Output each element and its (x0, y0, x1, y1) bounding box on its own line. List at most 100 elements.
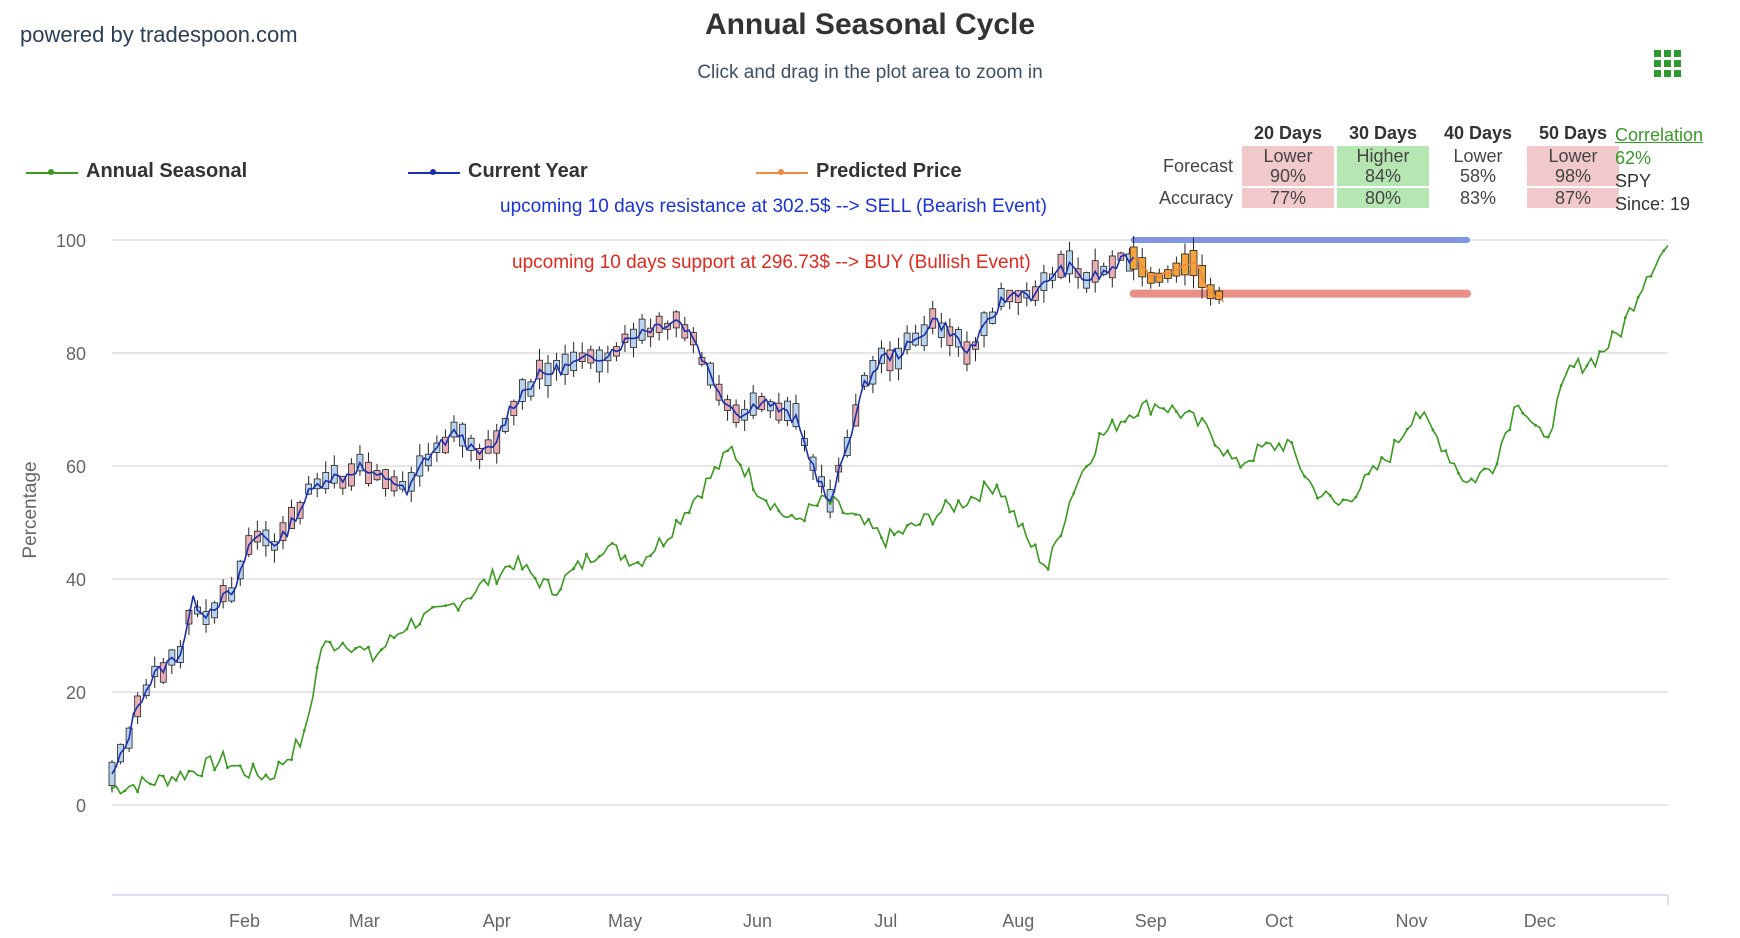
series-point (1418, 416, 1422, 420)
series-point (738, 463, 742, 467)
series-point (841, 511, 845, 515)
series-point (328, 640, 332, 644)
series-point (1021, 522, 1024, 526)
series-point (1482, 467, 1486, 471)
series-point (1649, 274, 1653, 278)
chart-subtitle: Click and drag in the plot area to zoom … (697, 62, 1043, 83)
series-line (1133, 257, 1225, 303)
series-point (1175, 410, 1178, 413)
series-point (726, 449, 729, 453)
menu-grid-icon[interactable] (1654, 50, 1681, 77)
series-point (110, 786, 114, 790)
forecast-cell: Lower 90% (1242, 146, 1335, 186)
series-point (520, 567, 524, 571)
series-point (200, 774, 204, 778)
y-tick-label: 60 (66, 457, 86, 477)
series-point (290, 758, 293, 762)
series-point (1341, 498, 1345, 502)
series-line (111, 253, 1135, 775)
series-point (1046, 567, 1050, 571)
series-point (1277, 442, 1281, 446)
series-point (1572, 365, 1576, 369)
series-point (444, 604, 447, 608)
series-point (572, 567, 576, 570)
series-point (1508, 428, 1512, 432)
series-point (149, 782, 152, 786)
forecast-direction: Lower (1453, 146, 1503, 166)
series-point (880, 536, 883, 540)
series-point (1546, 435, 1550, 439)
series-point (751, 488, 755, 491)
series-point (1213, 443, 1217, 447)
series-point (764, 499, 768, 503)
series-point (187, 769, 191, 773)
accuracy-label: Accuracy (1159, 188, 1234, 208)
series-point (931, 522, 935, 526)
x-tick-label: Jul (874, 911, 897, 931)
series-point (905, 524, 909, 527)
series-point (700, 496, 704, 499)
series-point (1611, 330, 1614, 334)
col-header-20: 20 Days (1254, 122, 1323, 143)
series-point (1059, 534, 1063, 538)
correlation-symbol: SPY (1615, 171, 1652, 191)
series-point (1495, 462, 1499, 466)
series-point (1303, 475, 1307, 478)
series-point (495, 582, 499, 585)
series-point (1033, 543, 1037, 547)
series-point (315, 666, 319, 669)
gridlines (112, 239, 1668, 806)
series-point (392, 636, 396, 640)
x-tick-label: Sep (1135, 911, 1167, 931)
table-corner (1155, 122, 1239, 144)
series-point (969, 495, 973, 499)
series-point (405, 627, 409, 631)
series-point (1072, 491, 1076, 495)
series-point (418, 622, 422, 626)
series-point (1367, 472, 1371, 476)
series-point (174, 779, 178, 782)
correlation-since: Since: 19 (1615, 194, 1691, 214)
y-axis-label: Percentage (20, 461, 41, 558)
series-point (1623, 316, 1627, 320)
legend-label: Current Year (468, 160, 588, 182)
powered-by-link[interactable]: powered by tradespoon.com (20, 22, 298, 47)
col-header-50: 50 Days (1539, 122, 1608, 143)
series-point (1239, 465, 1242, 469)
series-point (662, 544, 665, 548)
series-point (982, 480, 986, 484)
series-line (111, 245, 1669, 795)
col-header-40: 40 Days (1444, 122, 1513, 143)
series-point (1290, 441, 1294, 444)
x-tick-label: Nov (1396, 911, 1428, 931)
series-point (1110, 418, 1114, 422)
col-header-30: 30 Days (1349, 122, 1418, 143)
series-point (546, 578, 550, 582)
series-point (341, 641, 345, 645)
legend-label: Predicted Price (816, 160, 962, 182)
series-point (1431, 428, 1435, 432)
x-tick-label: Mar (349, 911, 380, 931)
series-point (687, 511, 691, 515)
series-point (828, 502, 832, 505)
forecast-cell: Lower 98% (1527, 146, 1620, 186)
series-point (1405, 427, 1409, 431)
series-point (636, 560, 640, 564)
series-point (431, 605, 435, 609)
series-point (790, 513, 794, 517)
series-point (469, 596, 473, 600)
chart-title: Annual Seasonal Cycle (704, 8, 1036, 41)
series-point (585, 552, 588, 556)
x-axis: Feb Mar Apr May Jun Jul Aug Sep Oct Nov Dec (112, 894, 1669, 931)
series-point (482, 578, 486, 582)
legend-swatch-dot (430, 169, 436, 175)
series-point (1316, 496, 1319, 500)
series-point (597, 555, 601, 558)
series-point (213, 768, 216, 772)
series-point (1149, 412, 1153, 416)
correlation-link[interactable]: Correlation (1615, 125, 1704, 145)
series-point (238, 764, 242, 768)
forecast-pct: 90% (1270, 166, 1307, 186)
series-point (1200, 416, 1204, 420)
